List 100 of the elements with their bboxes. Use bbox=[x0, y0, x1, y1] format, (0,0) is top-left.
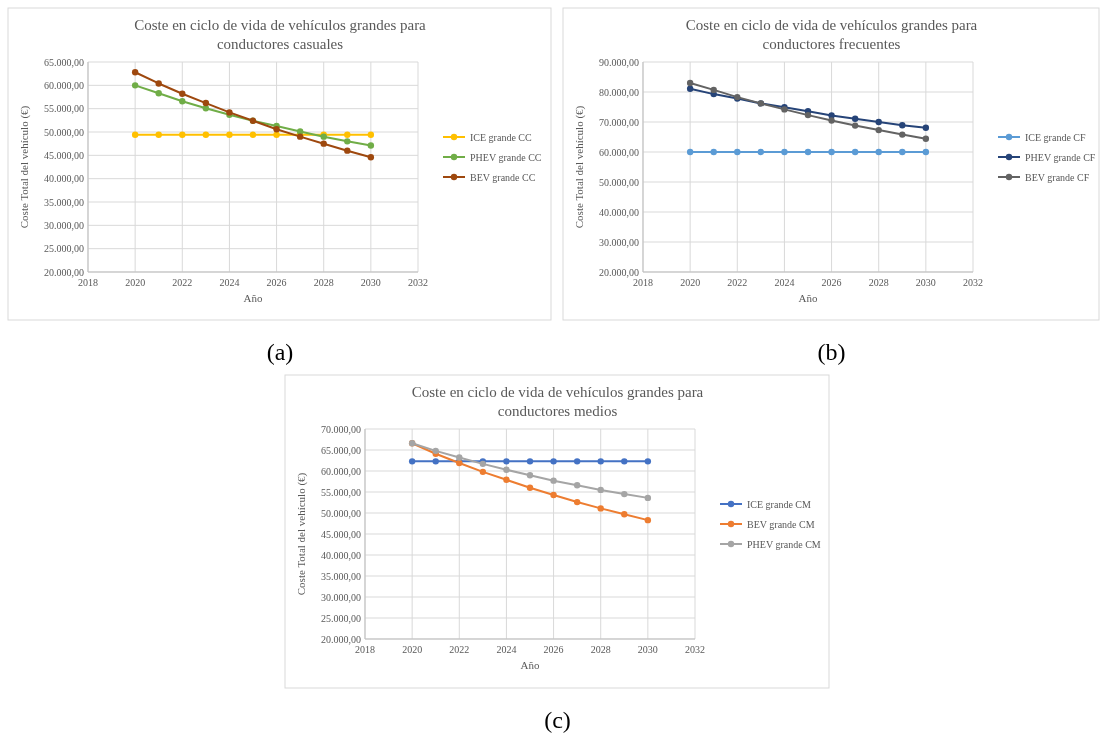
x-tick-label: 2028 bbox=[590, 644, 611, 655]
x-tick-label: 2030 bbox=[637, 644, 658, 655]
point bbox=[550, 477, 557, 484]
y-tick-label: 45.000,00 bbox=[44, 149, 84, 161]
y-tick-label: 80.000,00 bbox=[599, 86, 639, 98]
point bbox=[644, 458, 652, 465]
x-tick-label: 2026 bbox=[543, 644, 564, 655]
x-tick-label: 2020 bbox=[402, 644, 423, 655]
x-tick-label: 2022 bbox=[727, 277, 748, 288]
point bbox=[456, 454, 463, 461]
y-tick-label: 60.000,00 bbox=[321, 465, 361, 477]
point bbox=[757, 148, 765, 156]
point bbox=[131, 131, 139, 138]
x-tick-label: 2032 bbox=[408, 277, 428, 288]
x-tick-label: 2028 bbox=[868, 277, 889, 288]
point bbox=[781, 148, 788, 156]
point bbox=[922, 124, 930, 131]
point bbox=[131, 82, 139, 89]
point bbox=[597, 486, 604, 494]
y-axis-title: Coste Total del vehículo (€) bbox=[573, 105, 586, 229]
y-tick-label: 90.000,00 bbox=[599, 56, 639, 68]
y-tick-label: 35.000,00 bbox=[321, 570, 361, 582]
x-axis-title: Año bbox=[520, 659, 540, 671]
point bbox=[899, 148, 906, 156]
text: (b) bbox=[817, 339, 846, 365]
legend-label: ICE grande CM bbox=[747, 498, 811, 510]
point bbox=[644, 494, 652, 502]
y-tick-label: 40.000,00 bbox=[321, 549, 361, 561]
point bbox=[344, 138, 351, 145]
y-tick-label: 50.000,00 bbox=[599, 176, 639, 188]
point bbox=[367, 154, 375, 161]
y-tick-label: 20.000,00 bbox=[44, 266, 84, 278]
point bbox=[503, 476, 510, 484]
point bbox=[804, 148, 812, 156]
point bbox=[686, 148, 694, 156]
point bbox=[179, 90, 186, 97]
y-tick-label: 70.000,00 bbox=[321, 423, 361, 435]
y-tick-label: 35.000,00 bbox=[44, 196, 84, 208]
y-tick-label: 25.000,00 bbox=[44, 243, 84, 255]
x-tick-label: 2026 bbox=[821, 277, 842, 288]
point bbox=[344, 147, 351, 154]
point bbox=[875, 148, 882, 156]
x-tick-label: 2030 bbox=[360, 277, 381, 288]
y-tick-label: 45.000,00 bbox=[321, 528, 361, 540]
x-axis-title: Año bbox=[243, 292, 263, 304]
y-tick-label: 20.000,00 bbox=[599, 266, 639, 278]
x-tick-label: 2018 bbox=[355, 644, 375, 655]
point bbox=[644, 516, 652, 524]
point bbox=[526, 458, 534, 465]
point bbox=[526, 484, 534, 491]
point bbox=[573, 458, 581, 465]
chart-title: Coste en ciclo de vida de vehículos grandes para conductores medios bbox=[411, 384, 704, 419]
text: (c) bbox=[544, 707, 571, 733]
point bbox=[179, 131, 186, 138]
x-axis-title: Año bbox=[798, 292, 818, 304]
point bbox=[367, 131, 375, 138]
x-tick-label: 2020 bbox=[125, 277, 146, 288]
y-tick-label: 65.000,00 bbox=[44, 56, 84, 68]
x-tick-label: 2022 bbox=[449, 644, 470, 655]
y-tick-label: 70.000,00 bbox=[599, 116, 639, 128]
point bbox=[686, 85, 694, 92]
point bbox=[621, 458, 628, 465]
point bbox=[573, 482, 581, 489]
y-tick-label: 60.000,00 bbox=[44, 79, 84, 91]
point bbox=[710, 86, 717, 94]
x-tick-label: 2032 bbox=[963, 277, 983, 288]
legend-label: ICE grande CF bbox=[1025, 131, 1086, 143]
y-tick-label: 20.000,00 bbox=[321, 633, 361, 645]
point bbox=[828, 117, 835, 124]
point bbox=[479, 468, 487, 476]
y-tick-label: 55.000,00 bbox=[321, 486, 361, 498]
point bbox=[226, 131, 233, 138]
point bbox=[179, 98, 186, 105]
x-tick-label: 2018 bbox=[78, 277, 98, 288]
y-tick-label: 55.000,00 bbox=[44, 103, 84, 115]
y-tick-label: 30.000,00 bbox=[44, 219, 84, 231]
point bbox=[408, 458, 416, 465]
y-tick-label: 50.000,00 bbox=[44, 126, 84, 138]
y-tick-label: 30.000,00 bbox=[321, 591, 361, 603]
point bbox=[155, 80, 162, 87]
point bbox=[804, 111, 812, 119]
point bbox=[922, 135, 930, 142]
legend-label: BEV grande CF bbox=[1025, 171, 1090, 183]
y-axis-title: Coste Total del vehículo (€) bbox=[18, 105, 31, 229]
x-tick-label: 2024 bbox=[496, 644, 517, 655]
y-axis-title: Coste Total del vehículo (€) bbox=[295, 472, 308, 596]
point bbox=[273, 126, 280, 133]
point bbox=[597, 458, 604, 465]
point bbox=[621, 490, 628, 498]
point bbox=[202, 131, 210, 138]
x-tick-label: 2018 bbox=[633, 277, 653, 288]
y-tick-label: 60.000,00 bbox=[599, 146, 639, 158]
point bbox=[131, 69, 139, 76]
point bbox=[899, 131, 906, 138]
x-tick-label: 2030 bbox=[915, 277, 936, 288]
legend-label: PHEV grande CC bbox=[470, 151, 542, 163]
point bbox=[320, 140, 327, 147]
point bbox=[922, 148, 930, 156]
point bbox=[155, 131, 162, 138]
point bbox=[550, 458, 557, 465]
